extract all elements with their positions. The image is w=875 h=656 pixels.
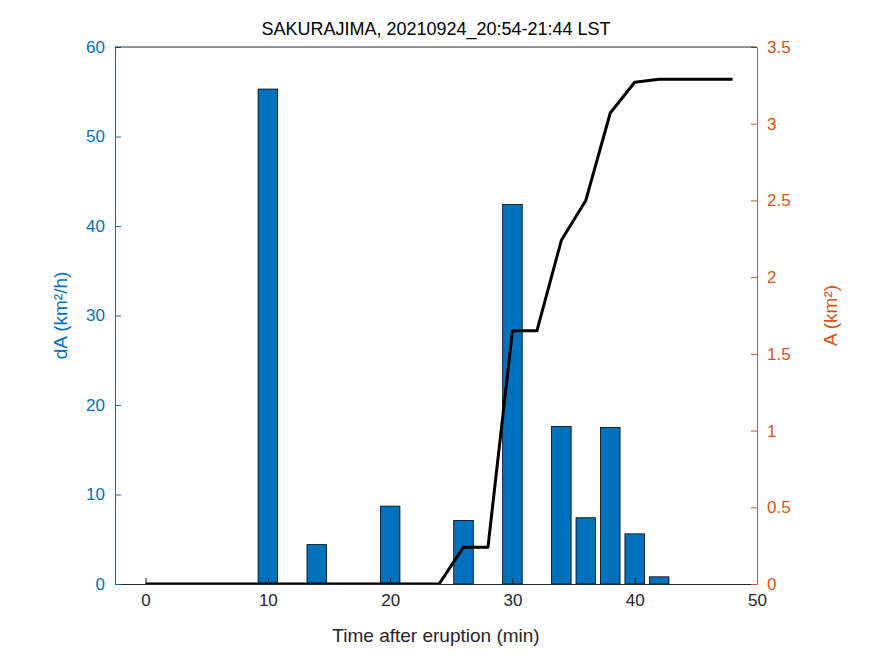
- tick-mark: [268, 578, 269, 584]
- bar: [258, 89, 278, 584]
- y2-axis: 0 0.5 1 1.5 2 2.5 3 3.5: [751, 38, 791, 594]
- tick: 3: [751, 115, 776, 134]
- tick: 0: [96, 575, 121, 594]
- tick: 40: [626, 578, 645, 610]
- tick-label: 0: [141, 591, 150, 610]
- tick-label: 10: [259, 591, 278, 610]
- tick-label: 20: [86, 396, 105, 415]
- tick-mark: [751, 507, 757, 508]
- bar: [649, 577, 669, 584]
- bar: [307, 545, 327, 584]
- tick-mark: [751, 354, 757, 355]
- tick: 0: [141, 578, 150, 610]
- bar: [380, 506, 400, 584]
- tick: 0: [751, 575, 776, 594]
- tick-mark: [751, 277, 757, 278]
- chart: 01020304050010203040506000.511.522.533.5…: [0, 0, 875, 656]
- tick-label: 60: [86, 38, 105, 57]
- x-axis-title: Time after eruption (min): [332, 625, 539, 646]
- tick-label: 20: [381, 591, 400, 610]
- tick-label: 50: [86, 127, 105, 146]
- plot-area: [146, 79, 733, 584]
- tick: 1: [751, 422, 776, 441]
- tick-mark: [635, 578, 636, 584]
- tick-mark: [115, 137, 121, 138]
- tick-mark: [751, 124, 757, 125]
- tick: 10: [86, 485, 121, 504]
- tick-label: 0.5: [767, 498, 791, 517]
- tick: 30: [503, 578, 522, 610]
- tick-label: 3: [767, 115, 776, 134]
- tick-mark: [751, 200, 757, 201]
- tick-label: 50: [748, 591, 767, 610]
- tick-label: 2: [767, 268, 776, 287]
- tick-label: 1.5: [767, 345, 791, 364]
- bar: [625, 534, 645, 584]
- y2-axis-title: A (km²): [820, 285, 841, 346]
- tick-mark: [115, 316, 121, 317]
- tick-label: 40: [626, 591, 645, 610]
- bar: [576, 518, 596, 584]
- tick: 50: [86, 127, 121, 146]
- y-axis-title: dA (km²/h): [50, 272, 71, 360]
- tick-label: 10: [86, 485, 105, 504]
- tick-label: 1: [767, 422, 776, 441]
- tick-mark: [751, 584, 757, 585]
- bar: [552, 426, 572, 584]
- tick-mark: [512, 578, 513, 584]
- tick-mark: [115, 495, 121, 496]
- tick-label: 30: [86, 306, 105, 325]
- line: [146, 79, 733, 584]
- tick-mark: [751, 431, 757, 432]
- tick-mark: [115, 226, 121, 227]
- tick-label: 2.5: [767, 191, 791, 210]
- title: SAKURAJIMA, 20210924_20:54-21:44 LST: [261, 19, 610, 40]
- tick: 40: [86, 217, 121, 236]
- tick-label: 0: [96, 575, 105, 594]
- tick: 2: [751, 268, 776, 287]
- bar: [600, 427, 620, 584]
- tick-mark: [390, 578, 391, 584]
- tick-label: 3.5: [767, 38, 791, 57]
- tick: 0.5: [751, 498, 791, 517]
- tick: 20: [381, 578, 400, 610]
- y-axis: 0 10 20 30 40 50 60: [86, 38, 121, 594]
- axis-line: [757, 48, 758, 585]
- tick-mark: [146, 578, 147, 584]
- tick: 1.5: [751, 345, 791, 364]
- tick-mark: [115, 405, 121, 406]
- x-axis: 0 10 20 30 40 50: [116, 578, 767, 610]
- tick: 20: [86, 396, 121, 415]
- tick: 2.5: [751, 191, 791, 210]
- tick-mark: [115, 584, 121, 585]
- bar: [454, 520, 474, 584]
- tick: 10: [259, 578, 278, 610]
- tick-label: 30: [503, 591, 522, 610]
- tick-label: 40: [86, 217, 105, 236]
- frame: [115, 47, 757, 48]
- tick-label: 0: [767, 575, 776, 594]
- tick: 30: [86, 306, 121, 325]
- axis-line: [116, 584, 758, 585]
